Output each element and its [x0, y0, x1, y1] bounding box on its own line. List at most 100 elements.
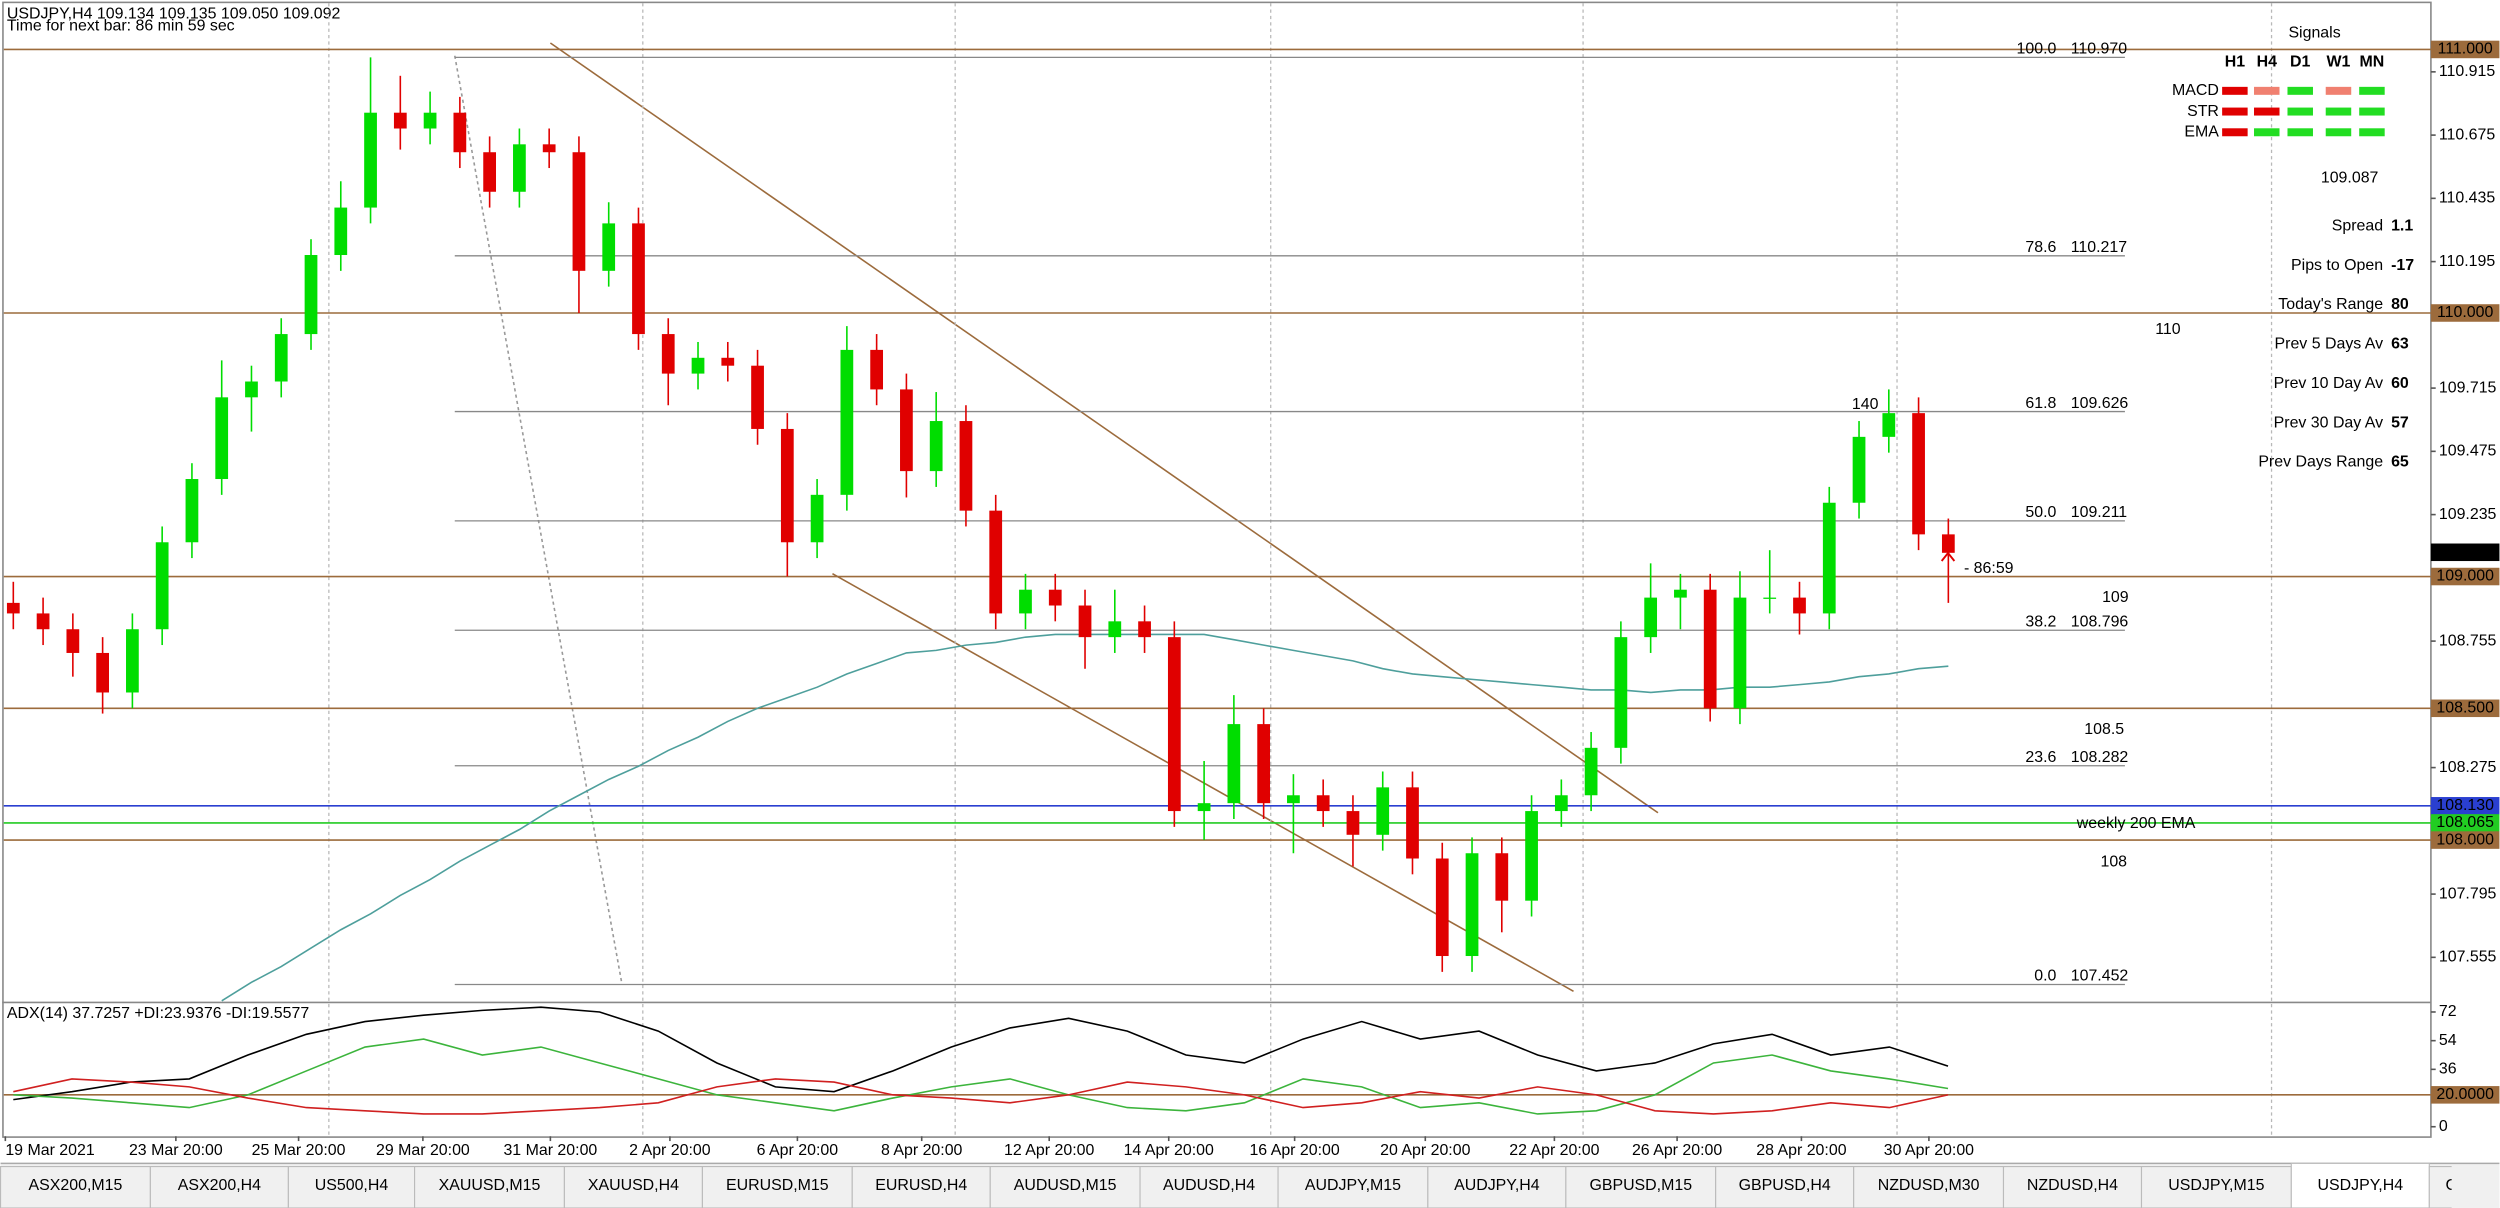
- tab-label[interactable]: EURUSD,H4: [875, 1177, 967, 1194]
- tab-label[interactable]: GBPUSD,M15: [1589, 1177, 1692, 1194]
- y-tick-label: 54: [2439, 1032, 2457, 1049]
- tab[interactable]: USDJPY,M15: [2140, 1166, 2292, 1208]
- tab[interactable]: GBPUSD,M15: [1565, 1166, 1717, 1208]
- tab-label[interactable]: AUDUSD,M15: [1014, 1177, 1117, 1194]
- candle-body: [1703, 589, 1717, 709]
- tab-label[interactable]: AUDUSD,H4: [1163, 1177, 1255, 1194]
- x-tick-label: 31 Mar 20:00: [503, 1142, 597, 1159]
- tab-label[interactable]: AUDJPY,M15: [1305, 1177, 1401, 1194]
- x-tick-label: 12 Apr 20:00: [1004, 1142, 1094, 1159]
- candle-body: [1257, 724, 1271, 804]
- candle-body: [6, 602, 20, 614]
- candle-body: [721, 357, 735, 366]
- tab-background[interactable]: [2002, 1166, 2143, 1208]
- tab-label[interactable]: NZDUSD,M30: [1878, 1177, 1980, 1194]
- candle-body: [1435, 858, 1449, 957]
- level-label: 108.000: [2436, 831, 2494, 848]
- y-tick-label: 110.675: [2439, 126, 2496, 143]
- tab-background[interactable]: [2140, 1166, 2292, 1208]
- fib-ratio: 38.2: [2025, 614, 2056, 631]
- tab-label[interactable]: AUDJPY,H4: [1454, 1177, 1540, 1194]
- candle-body: [1287, 795, 1300, 804]
- tab-background[interactable]: [1427, 1166, 1567, 1208]
- tab[interactable]: AUDUSD,H4: [1139, 1166, 1279, 1208]
- tab[interactable]: AUDJPY,M15: [1277, 1166, 1429, 1208]
- stat-label: Prev Days Range: [2258, 454, 2383, 471]
- tab-label[interactable]: US500,H4: [315, 1177, 389, 1194]
- stat-value: 80: [2391, 296, 2409, 313]
- bar-timer: Time for next bar: 86 min 59 sec: [7, 17, 235, 34]
- annotation: 108.5: [2084, 721, 2124, 738]
- tab-background[interactable]: [0, 1166, 151, 1208]
- tab[interactable]: AUDJPY,H4: [1427, 1166, 1567, 1208]
- tab-background[interactable]: [287, 1166, 416, 1208]
- signal-indicator: [2359, 128, 2385, 137]
- tab-label[interactable]: XAUUSD,M15: [439, 1177, 541, 1194]
- tab[interactable]: ASX200,M15: [0, 1166, 151, 1208]
- current-price-box: [2430, 543, 2500, 562]
- signal-indicator: [2325, 128, 2352, 137]
- tab-label[interactable]: ASX200,M15: [29, 1177, 123, 1194]
- tab-label[interactable]: ASX200,H4: [178, 1177, 261, 1194]
- tab-label[interactable]: GBPUSD,H4: [1739, 1177, 1831, 1194]
- candle-body: [1138, 621, 1151, 638]
- tab-label[interactable]: NZDUSD,H4: [2027, 1177, 2118, 1194]
- candle-body: [661, 334, 675, 374]
- fib-ratio: 23.6: [2025, 749, 2056, 766]
- candle-body: [1346, 811, 1360, 835]
- indicator-title: ADX(14) 37.7257 +DI:23.9376 -DI:19.5577: [7, 1005, 309, 1022]
- fib-price: 110.217: [2071, 239, 2128, 256]
- tab[interactable]: USDJPY,H4: [2290, 1162, 2430, 1208]
- candle-body: [542, 144, 556, 153]
- candle-body: [1376, 787, 1390, 835]
- x-tick-label: 30 Apr 20:00: [1884, 1142, 1974, 1159]
- tab[interactable]: NZDUSD,H4: [2002, 1166, 2143, 1208]
- tab[interactable]: XAUUSD,M15: [414, 1166, 565, 1208]
- tab[interactable]: US500,H4: [287, 1166, 416, 1208]
- tab[interactable]: NZDUSD,M30: [1853, 1166, 2005, 1208]
- level-label-box: [2430, 831, 2500, 849]
- tab-background[interactable]: [149, 1166, 289, 1208]
- candle-body: [989, 510, 1003, 614]
- annotation: 110: [2155, 321, 2181, 338]
- tab[interactable]: XAUUSD,H4: [563, 1166, 703, 1208]
- tab-label[interactable]: EURUSD,M15: [726, 1177, 829, 1194]
- tab-label[interactable]: XAUUSD,H4: [588, 1177, 679, 1194]
- tab[interactable]: EURUSD,H4: [851, 1166, 991, 1208]
- tab[interactable]: EURUSD,M15: [701, 1166, 853, 1208]
- tab-background[interactable]: [989, 1166, 1141, 1208]
- candle-body: [1227, 724, 1241, 804]
- candle-body: [1495, 853, 1509, 901]
- tab-label[interactable]: USDJPY,H4: [2318, 1177, 2404, 1194]
- stat-value: 60: [2391, 375, 2409, 392]
- fib-price: 110.970: [2071, 41, 2128, 58]
- stat-label: Pips to Open: [2291, 257, 2383, 274]
- tab-background[interactable]: [701, 1166, 853, 1208]
- tab-background[interactable]: [563, 1166, 703, 1208]
- tab-background[interactable]: [414, 1166, 565, 1208]
- signal-indicator: [2287, 107, 2313, 116]
- candle-body: [1584, 747, 1598, 796]
- candle-body: [1614, 637, 1628, 748]
- tab-label[interactable]: USDJPY,M15: [2168, 1177, 2264, 1194]
- tab-background[interactable]: [1139, 1166, 1279, 1208]
- candle-body: [453, 112, 467, 153]
- price-display: 109.087: [2321, 170, 2379, 187]
- candle-body: [513, 144, 526, 192]
- fib-price: 108.796: [2071, 614, 2129, 631]
- tab[interactable]: ASX200,H4: [149, 1166, 289, 1208]
- candle-body: [215, 397, 229, 480]
- tab[interactable]: AUDUSD,M15: [989, 1166, 1141, 1208]
- fib-price: 109.211: [2071, 504, 2128, 521]
- y-tick-label: 110.435: [2439, 190, 2496, 207]
- candle-body: [96, 652, 109, 693]
- candle-body: [959, 421, 973, 511]
- level-label: 111.000: [2438, 41, 2493, 58]
- y-tick-label: 72: [2439, 1003, 2457, 1020]
- tab[interactable]: GBPUSD,H4: [1715, 1166, 1855, 1208]
- y-tick-label: 36: [2439, 1061, 2457, 1078]
- trend-line: [549, 42, 1659, 814]
- level-label-box: [2430, 567, 2500, 586]
- candle-body: [1197, 803, 1211, 812]
- x-tick-label: 16 Apr 20:00: [1249, 1142, 1339, 1159]
